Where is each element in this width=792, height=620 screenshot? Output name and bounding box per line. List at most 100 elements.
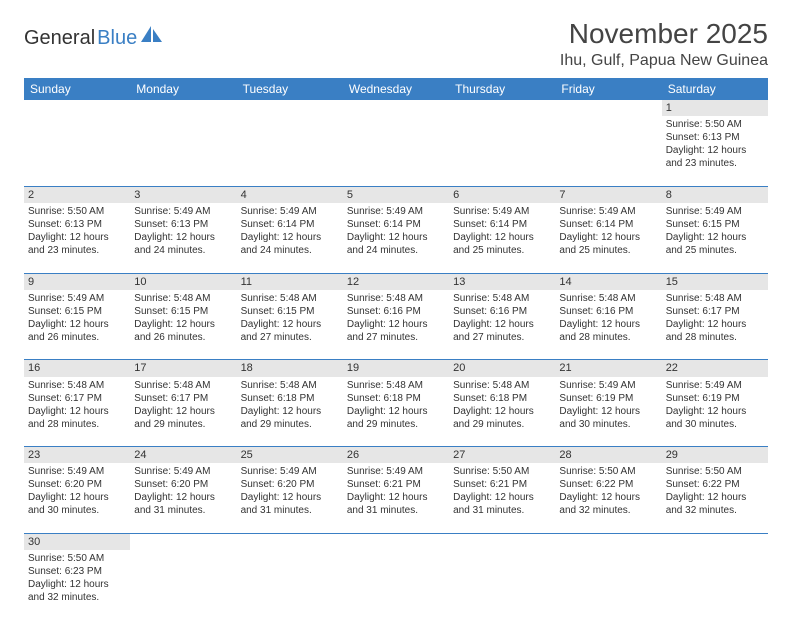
sunset-text: Sunset: 6:21 PM bbox=[347, 478, 445, 491]
sunset-text: Sunset: 6:14 PM bbox=[241, 218, 339, 231]
daylight2-text: and 31 minutes. bbox=[241, 504, 339, 517]
day-number-cell: 25 bbox=[237, 447, 343, 464]
daylight2-text: and 29 minutes. bbox=[347, 418, 445, 431]
day-number-cell: 22 bbox=[662, 360, 768, 377]
day-number-cell: 14 bbox=[555, 273, 661, 290]
day-cell: Sunrise: 5:49 AMSunset: 6:14 PMDaylight:… bbox=[449, 203, 555, 273]
daylight2-text: and 29 minutes. bbox=[453, 418, 551, 431]
day-cell: Sunrise: 5:48 AMSunset: 6:17 PMDaylight:… bbox=[130, 377, 236, 447]
daylight1-text: Daylight: 12 hours bbox=[666, 491, 764, 504]
daynum-row: 23242526272829 bbox=[24, 447, 768, 464]
day-cell bbox=[662, 550, 768, 620]
daylight2-text: and 26 minutes. bbox=[28, 331, 126, 344]
day-cell: Sunrise: 5:48 AMSunset: 6:17 PMDaylight:… bbox=[24, 377, 130, 447]
daylight1-text: Daylight: 12 hours bbox=[453, 318, 551, 331]
sunset-text: Sunset: 6:14 PM bbox=[453, 218, 551, 231]
daylight2-text: and 25 minutes. bbox=[453, 244, 551, 257]
daylight1-text: Daylight: 12 hours bbox=[28, 491, 126, 504]
day-number-cell: 6 bbox=[449, 186, 555, 203]
daylight1-text: Daylight: 12 hours bbox=[559, 405, 657, 418]
daylight1-text: Daylight: 12 hours bbox=[666, 318, 764, 331]
day-cell bbox=[343, 116, 449, 186]
sail-icon bbox=[141, 26, 163, 50]
day-number-cell: 18 bbox=[237, 360, 343, 377]
daylight1-text: Daylight: 12 hours bbox=[347, 318, 445, 331]
day-number-cell bbox=[130, 100, 236, 116]
day-number-cell: 26 bbox=[343, 447, 449, 464]
weekday-header: Wednesday bbox=[343, 78, 449, 100]
day-number-cell bbox=[237, 533, 343, 550]
week-row: Sunrise: 5:50 AMSunset: 6:13 PMDaylight:… bbox=[24, 203, 768, 273]
day-cell: Sunrise: 5:49 AMSunset: 6:14 PMDaylight:… bbox=[555, 203, 661, 273]
day-number-cell bbox=[555, 533, 661, 550]
calendar-table: Sunday Monday Tuesday Wednesday Thursday… bbox=[24, 78, 768, 620]
weekday-header: Saturday bbox=[662, 78, 768, 100]
day-cell: Sunrise: 5:48 AMSunset: 6:16 PMDaylight:… bbox=[555, 290, 661, 360]
sunrise-text: Sunrise: 5:49 AM bbox=[134, 205, 232, 218]
brand-logo: GeneralBlue bbox=[24, 26, 163, 50]
weekday-header: Monday bbox=[130, 78, 236, 100]
sunset-text: Sunset: 6:22 PM bbox=[666, 478, 764, 491]
daylight2-text: and 24 minutes. bbox=[241, 244, 339, 257]
daylight2-text: and 27 minutes. bbox=[347, 331, 445, 344]
sunset-text: Sunset: 6:16 PM bbox=[559, 305, 657, 318]
day-number-cell: 5 bbox=[343, 186, 449, 203]
daylight2-text: and 24 minutes. bbox=[134, 244, 232, 257]
day-number-cell bbox=[449, 533, 555, 550]
sunset-text: Sunset: 6:13 PM bbox=[666, 131, 764, 144]
daylight2-text: and 31 minutes. bbox=[347, 504, 445, 517]
sunrise-text: Sunrise: 5:48 AM bbox=[347, 292, 445, 305]
day-cell: Sunrise: 5:50 AMSunset: 6:21 PMDaylight:… bbox=[449, 463, 555, 533]
sunset-text: Sunset: 6:16 PM bbox=[347, 305, 445, 318]
day-cell: Sunrise: 5:48 AMSunset: 6:15 PMDaylight:… bbox=[237, 290, 343, 360]
daylight2-text: and 29 minutes. bbox=[241, 418, 339, 431]
daylight1-text: Daylight: 12 hours bbox=[347, 231, 445, 244]
sunrise-text: Sunrise: 5:49 AM bbox=[666, 205, 764, 218]
sunset-text: Sunset: 6:18 PM bbox=[453, 392, 551, 405]
day-cell: Sunrise: 5:48 AMSunset: 6:16 PMDaylight:… bbox=[449, 290, 555, 360]
sunrise-text: Sunrise: 5:49 AM bbox=[347, 465, 445, 478]
day-cell: Sunrise: 5:48 AMSunset: 6:18 PMDaylight:… bbox=[343, 377, 449, 447]
sunset-text: Sunset: 6:16 PM bbox=[453, 305, 551, 318]
day-number-cell: 7 bbox=[555, 186, 661, 203]
sunset-text: Sunset: 6:14 PM bbox=[559, 218, 657, 231]
daylight1-text: Daylight: 12 hours bbox=[241, 231, 339, 244]
daylight1-text: Daylight: 12 hours bbox=[666, 144, 764, 157]
sunset-text: Sunset: 6:15 PM bbox=[134, 305, 232, 318]
daylight2-text: and 25 minutes. bbox=[559, 244, 657, 257]
title-block: November 2025 Ihu, Gulf, Papua New Guine… bbox=[560, 18, 768, 70]
daylight1-text: Daylight: 12 hours bbox=[28, 405, 126, 418]
sunset-text: Sunset: 6:22 PM bbox=[559, 478, 657, 491]
day-number-cell: 19 bbox=[343, 360, 449, 377]
daylight1-text: Daylight: 12 hours bbox=[453, 405, 551, 418]
day-number-cell bbox=[343, 100, 449, 116]
sunset-text: Sunset: 6:20 PM bbox=[28, 478, 126, 491]
sunset-text: Sunset: 6:18 PM bbox=[347, 392, 445, 405]
day-number-cell: 2 bbox=[24, 186, 130, 203]
weekday-header: Tuesday bbox=[237, 78, 343, 100]
sunrise-text: Sunrise: 5:48 AM bbox=[241, 292, 339, 305]
brand-part2: Blue bbox=[97, 27, 137, 50]
day-number-cell bbox=[662, 533, 768, 550]
daylight1-text: Daylight: 12 hours bbox=[134, 231, 232, 244]
daylight1-text: Daylight: 12 hours bbox=[559, 231, 657, 244]
daylight1-text: Daylight: 12 hours bbox=[134, 491, 232, 504]
daylight2-text: and 25 minutes. bbox=[666, 244, 764, 257]
day-number-cell: 12 bbox=[343, 273, 449, 290]
daylight2-text: and 23 minutes. bbox=[666, 157, 764, 170]
sunset-text: Sunset: 6:17 PM bbox=[28, 392, 126, 405]
sunrise-text: Sunrise: 5:49 AM bbox=[666, 379, 764, 392]
sunset-text: Sunset: 6:20 PM bbox=[241, 478, 339, 491]
daylight2-text: and 28 minutes. bbox=[559, 331, 657, 344]
daylight1-text: Daylight: 12 hours bbox=[241, 318, 339, 331]
day-cell: Sunrise: 5:48 AMSunset: 6:15 PMDaylight:… bbox=[130, 290, 236, 360]
day-number-cell: 3 bbox=[130, 186, 236, 203]
day-cell: Sunrise: 5:50 AMSunset: 6:13 PMDaylight:… bbox=[24, 203, 130, 273]
daylight1-text: Daylight: 12 hours bbox=[559, 318, 657, 331]
sunset-text: Sunset: 6:15 PM bbox=[666, 218, 764, 231]
day-number-cell: 20 bbox=[449, 360, 555, 377]
day-cell bbox=[237, 116, 343, 186]
week-row: Sunrise: 5:49 AMSunset: 6:20 PMDaylight:… bbox=[24, 463, 768, 533]
month-title: November 2025 bbox=[560, 18, 768, 50]
sunset-text: Sunset: 6:15 PM bbox=[28, 305, 126, 318]
